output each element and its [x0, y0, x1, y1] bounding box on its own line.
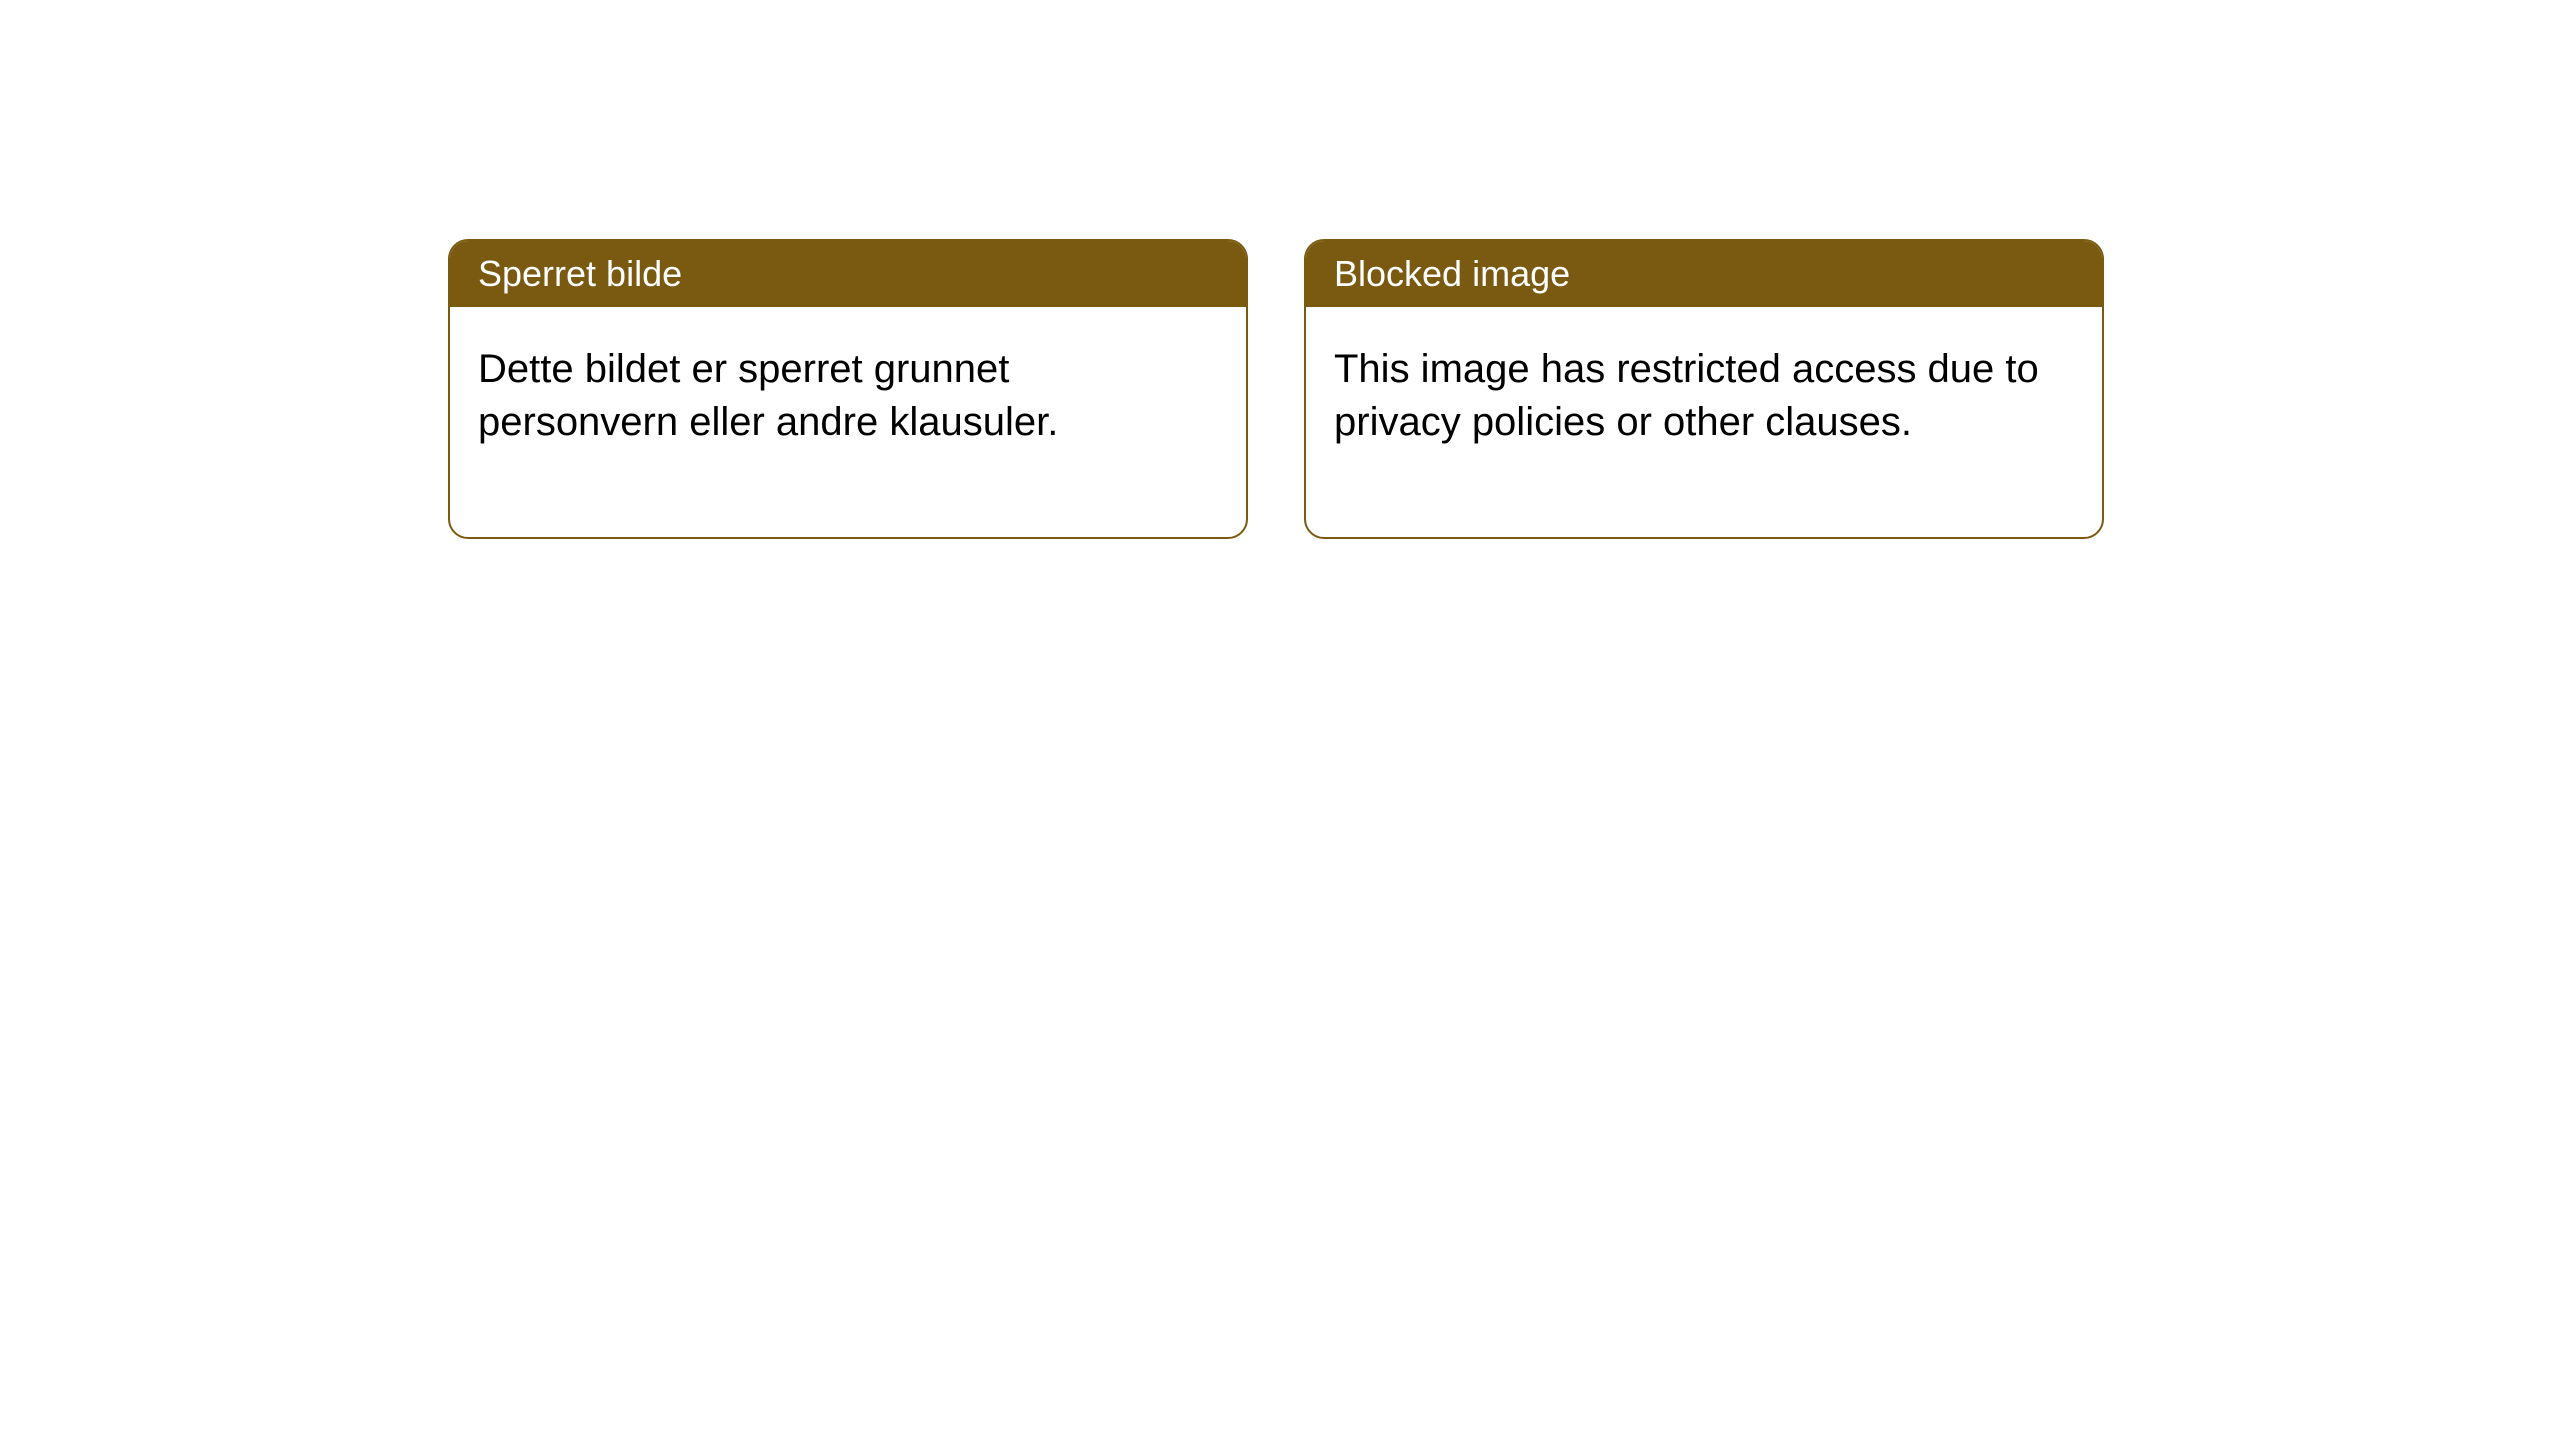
notice-cards-row: Sperret bilde Dette bildet er sperret gr… [448, 239, 2104, 539]
card-title: Sperret bilde [450, 241, 1246, 307]
card-title: Blocked image [1306, 241, 2102, 307]
notice-card-norwegian: Sperret bilde Dette bildet er sperret gr… [448, 239, 1248, 539]
card-body: Dette bildet er sperret grunnet personve… [450, 307, 1246, 537]
card-body: This image has restricted access due to … [1306, 307, 2102, 537]
notice-card-english: Blocked image This image has restricted … [1304, 239, 2104, 539]
